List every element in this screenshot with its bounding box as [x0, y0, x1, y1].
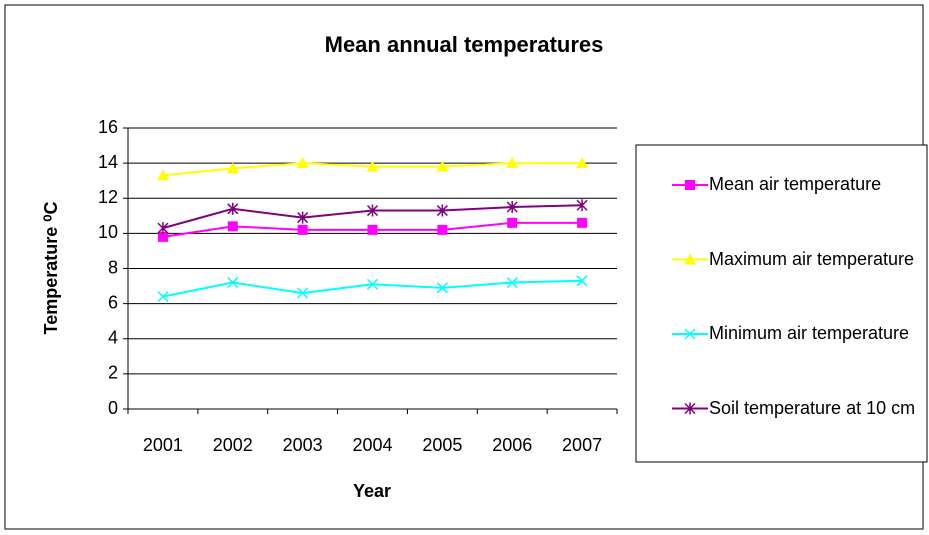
- marker: [297, 224, 308, 235]
- x-tick-label: 2006: [492, 435, 532, 455]
- marker: [506, 201, 518, 214]
- marker: [436, 282, 448, 294]
- y-tick-label: 16: [98, 117, 118, 137]
- legend-label: Soil temperature at 10 cm: [709, 397, 916, 418]
- x-tick-label: 2004: [352, 435, 392, 455]
- marker: [576, 199, 588, 212]
- y-tick-label: 4: [108, 328, 118, 348]
- y-tick-label: 14: [98, 152, 118, 172]
- marker: [226, 162, 239, 174]
- marker: [684, 328, 696, 340]
- marker: [577, 217, 588, 228]
- y-tick-label: 8: [108, 257, 118, 277]
- legend-label: Minimum air temperature: [709, 323, 910, 343]
- marker: [366, 160, 379, 172]
- marker: [227, 202, 239, 215]
- marker: [684, 253, 696, 265]
- y-axis-label: Temperature ⁰C: [41, 202, 61, 335]
- marker: [366, 204, 379, 217]
- x-tick-label: 2003: [283, 435, 323, 455]
- marker: [576, 275, 588, 287]
- x-axis-label: Year: [353, 481, 391, 501]
- legend-label: Mean air temperature: [709, 174, 882, 194]
- marker: [506, 277, 518, 289]
- x-tick-label: 2002: [213, 435, 253, 455]
- marker: [436, 204, 448, 217]
- x-tick-label: 2005: [422, 435, 462, 455]
- chart-title: Mean annual temperatures: [325, 32, 604, 57]
- y-tick-label: 6: [108, 292, 118, 312]
- y-tick-label: 12: [98, 187, 118, 207]
- marker: [507, 217, 518, 228]
- marker: [437, 224, 448, 235]
- marker: [157, 231, 168, 242]
- marker: [685, 180, 695, 190]
- y-tick-label: 0: [108, 398, 118, 418]
- marker: [157, 291, 169, 303]
- y-tick-label: 2: [108, 363, 118, 383]
- marker: [296, 157, 309, 169]
- marker: [227, 277, 239, 289]
- x-tick-label: 2007: [562, 435, 602, 455]
- marker: [366, 278, 379, 290]
- marker: [436, 160, 449, 172]
- x-tick-label: 2001: [143, 435, 183, 455]
- marker: [157, 222, 169, 235]
- marker: [227, 221, 238, 232]
- marker: [506, 157, 519, 169]
- marker: [297, 211, 309, 224]
- marker: [297, 287, 309, 299]
- marker: [576, 157, 589, 169]
- marker: [367, 224, 378, 235]
- y-tick-label: 10: [98, 222, 118, 242]
- marker: [684, 402, 696, 415]
- marker: [156, 169, 169, 181]
- legend-label: Maximum air temperature: [709, 248, 915, 269]
